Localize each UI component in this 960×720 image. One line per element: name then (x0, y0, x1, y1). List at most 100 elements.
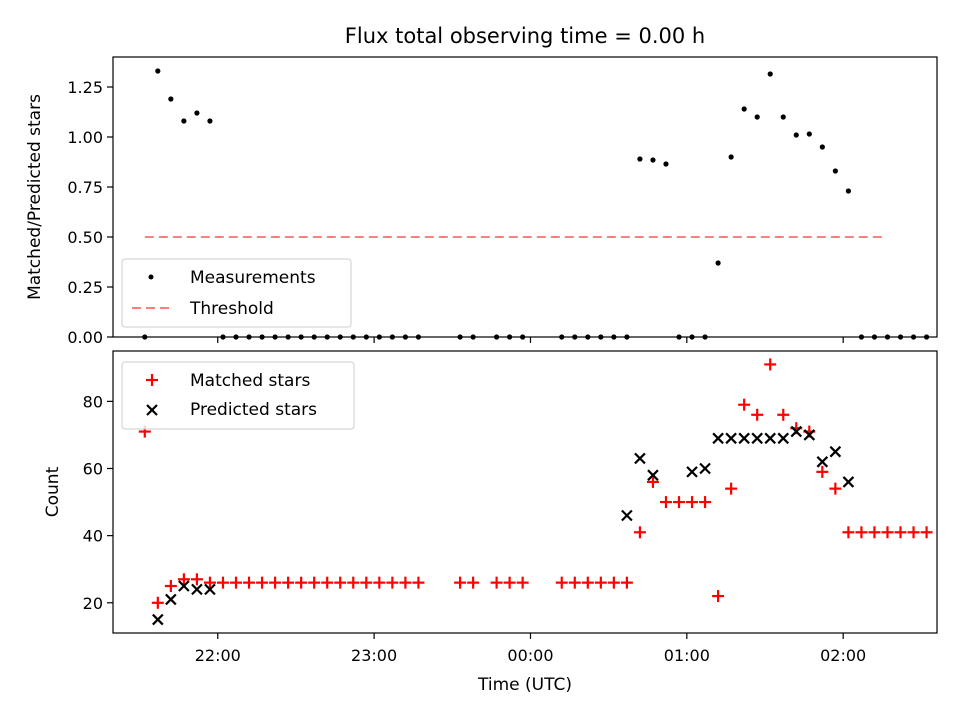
predicted-star-marker (686, 466, 698, 478)
matched-star-marker (321, 576, 334, 589)
y-tick-label: 80 (83, 392, 103, 411)
bottom-x-ticks: 22:00 23:00 00:00 01:00 02:00 (195, 633, 866, 665)
measurement-point (832, 168, 838, 174)
matched-star-marker (907, 526, 920, 539)
matched-stars-points (138, 358, 933, 609)
x-tick-label: 22:00 (195, 646, 241, 665)
matched-star-marker (412, 576, 425, 589)
y-tick-label: 1.25 (67, 78, 103, 97)
matched-star-marker (467, 576, 480, 589)
predicted-star-marker (152, 613, 164, 626)
matched-star-marker (334, 576, 347, 589)
predicted-star-marker (777, 432, 790, 445)
predicted-star-marker (803, 429, 816, 441)
predicted-star-marker (699, 462, 711, 475)
legend-measurements-label: Measurements (190, 268, 316, 288)
legend-predicted-marker (146, 404, 158, 416)
legend-threshold-label: Threshold (189, 299, 274, 319)
predicted-star-marker (634, 452, 646, 465)
predicted-star-marker (764, 432, 776, 445)
matched-star-marker (399, 576, 412, 589)
matched-star-marker (454, 576, 467, 589)
legend-measurement-marker (148, 274, 154, 280)
y-tick-label: 0.00 (67, 328, 103, 347)
top-x-ticks (217, 337, 844, 343)
matched-star-marker (829, 482, 842, 495)
measurement-point (168, 96, 174, 102)
matched-star-marker (920, 526, 933, 539)
measurement-point (806, 131, 812, 137)
matched-star-marker (581, 576, 594, 589)
top-plot-frame (112, 56, 938, 338)
matched-star-marker (816, 465, 829, 478)
x-tick-label: 00:00 (507, 646, 553, 665)
matched-star-marker (777, 408, 790, 421)
matched-star-marker (190, 573, 203, 586)
x-tick-label: 23:00 (351, 646, 397, 665)
y-tick-label: 60 (83, 460, 103, 479)
bottom-legend-box (121, 361, 355, 430)
chart-title: Flux total observing time = 0.00 h (345, 24, 705, 48)
predicted-star-marker (751, 432, 763, 445)
bottom-y-axis-label: Count (43, 466, 63, 517)
measurement-point (793, 132, 799, 138)
bottom-y-ticks: 20 40 60 80 (83, 392, 113, 613)
measurement-point (780, 114, 786, 120)
top-y-axis-label: Matched/Predicted stars (25, 94, 45, 300)
matched-star-marker (894, 526, 907, 539)
measurement-point (728, 154, 734, 160)
matched-star-marker (620, 576, 633, 589)
x-axis-label: Time (UTC) (477, 675, 572, 695)
legend-predicted-label: Predicted stars (190, 400, 317, 420)
legend-matched-label: Matched stars (190, 371, 310, 391)
matched-star-marker (230, 576, 243, 589)
y-tick-label: 1.00 (67, 128, 103, 147)
matched-star-marker (347, 576, 360, 589)
measurement-point (637, 156, 643, 162)
matched-star-marker (295, 576, 308, 589)
measurement-point (207, 118, 213, 124)
top-legend: Measurements Threshold (121, 258, 352, 328)
predicted-stars-points (152, 425, 855, 626)
x-tick-label: 02:00 (820, 646, 866, 665)
matched-star-marker (673, 496, 686, 509)
top-panel: 0.00 0.25 0.50 0.75 1.00 1.25 Matched/Predict… (25, 56, 938, 347)
y-tick-label: 0.50 (67, 228, 103, 247)
predicted-star-marker (178, 580, 190, 592)
matched-star-marker (373, 576, 386, 589)
matched-star-marker (646, 475, 659, 488)
y-tick-label: 20 (83, 594, 103, 613)
measurement-point (194, 110, 200, 116)
y-tick-label: 0.25 (67, 278, 103, 297)
measurement-point (663, 161, 669, 167)
predicted-star-marker (647, 469, 659, 481)
top-legend-box (121, 258, 352, 328)
matched-star-marker (386, 576, 399, 589)
measurement-point (845, 188, 851, 194)
matched-star-marker (594, 576, 607, 589)
measurement-point (650, 157, 656, 163)
matched-star-marker (633, 526, 646, 539)
matched-star-marker (164, 580, 177, 592)
matched-star-marker (738, 398, 751, 411)
matched-star-marker (308, 576, 321, 589)
matched-star-marker (725, 482, 738, 495)
predicted-star-marker (204, 583, 216, 596)
predicted-star-marker (621, 509, 633, 522)
y-tick-label: 0.75 (67, 178, 103, 197)
matched-star-marker (855, 526, 868, 539)
matched-star-marker (751, 408, 764, 421)
matched-star-marker (699, 496, 712, 509)
x-tick-label: 01:00 (664, 646, 710, 665)
matched-star-marker (516, 576, 529, 589)
measurement-point (715, 260, 721, 266)
bottom-panel: 20 40 60 80 22:00 23:00 00:00 01:00 02:00 Count… (43, 350, 938, 695)
top-y-ticks: 0.00 0.25 0.50 0.75 1.00 1.25 (67, 78, 113, 347)
matched-star-marker (568, 576, 581, 589)
predicted-star-marker (738, 432, 750, 445)
matched-star-marker (203, 576, 216, 589)
measurement-point (754, 114, 760, 120)
legend-matched-marker (146, 374, 158, 386)
matched-star-marker (151, 596, 164, 609)
